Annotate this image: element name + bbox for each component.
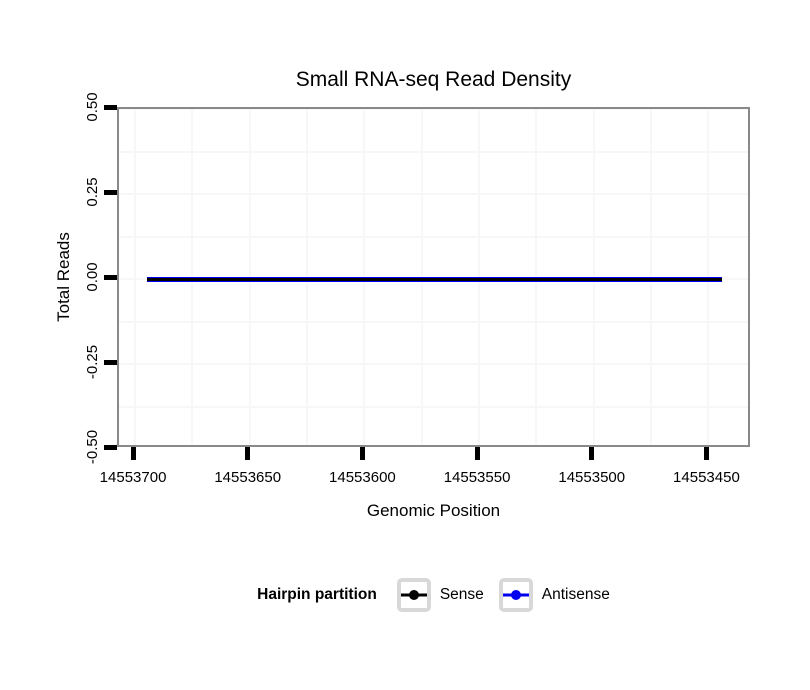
- x-tick-mark: [130, 447, 136, 460]
- y-tick-label: 0.00: [84, 262, 101, 292]
- legend-key-sense: [396, 578, 431, 612]
- horizontal-gridline: [119, 150, 748, 153]
- data-line-sense: [146, 277, 723, 281]
- horizontal-gridline: [119, 405, 748, 408]
- x-tick-mark: [359, 447, 365, 460]
- legend-label-sense: Sense: [439, 586, 484, 603]
- horizontal-gridline: [119, 235, 748, 238]
- y-tick-label: 0.25: [84, 177, 101, 207]
- x-tick-label: 14553600: [329, 469, 396, 486]
- y-tick-label: -0.50: [84, 429, 101, 465]
- x-tick-label: 14553550: [443, 469, 511, 486]
- x-tick-label: 14553500: [558, 469, 626, 486]
- x-tick-label: 14553450: [673, 469, 740, 486]
- legend-label-antisense: Antisense: [541, 586, 610, 603]
- legend-key-antisense: [498, 578, 533, 612]
- y-tick-mark: [104, 444, 117, 450]
- horizontal-gridline: [119, 193, 748, 195]
- y-tick-mark: [104, 189, 117, 195]
- legend-entry-sense: Sense: [396, 578, 484, 612]
- legend-key-dot-icon: [408, 590, 419, 600]
- vertical-gridline: [134, 109, 137, 445]
- x-tick-mark: [703, 447, 709, 460]
- y-tick-mark: [104, 104, 117, 110]
- legend: Hairpin partition Sense Antisense: [117, 574, 750, 616]
- x-tick-label: 14553650: [214, 469, 282, 486]
- y-tick-label: 0.50: [84, 92, 101, 122]
- x-tick-label: 14553700: [99, 469, 167, 486]
- plot-panel: [117, 107, 750, 447]
- plot-title: Small RNA-seq Read Density: [295, 68, 572, 91]
- y-tick-label: -0.25: [84, 344, 101, 380]
- x-tick-mark: [589, 447, 595, 460]
- horizontal-gridline: [119, 363, 748, 365]
- legend-entry-antisense: Antisense: [498, 578, 610, 612]
- y-tick-mark: [104, 274, 117, 280]
- y-tick-mark: [104, 359, 117, 365]
- x-tick-mark: [474, 447, 480, 460]
- horizontal-gridline: [119, 109, 748, 110]
- legend-key-dot-icon: [510, 590, 521, 600]
- y-axis-label: Total Reads: [54, 232, 73, 322]
- x-tick-mark: [245, 447, 251, 460]
- legend-title: Hairpin partition: [257, 586, 377, 603]
- horizontal-gridline: [119, 320, 748, 323]
- x-axis-label: Genomic Position: [366, 501, 501, 520]
